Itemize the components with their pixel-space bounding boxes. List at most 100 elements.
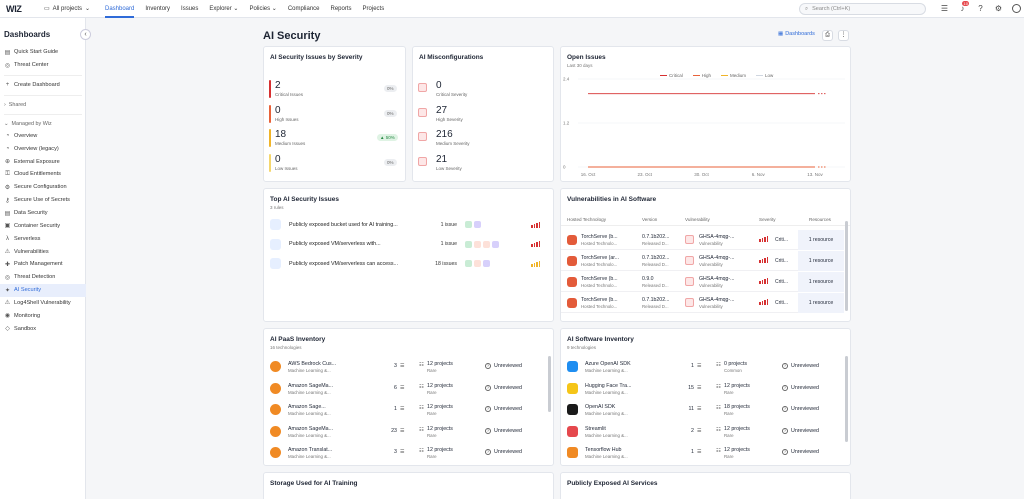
vuln-id[interactable]: GHSA-4mqg-... [699,234,735,240]
help-icon[interactable]: ? [978,4,983,13]
sidebar-item-serverless[interactable]: λ Serverless [0,232,86,245]
managed-group-toggle[interactable]: ⌄ Managed by Wiz [0,118,86,130]
project-selector[interactable]: ▭ All projects ⌄ [44,5,99,13]
wiz-logo[interactable]: WIZ [6,3,22,14]
misconfig-row[interactable]: 21 Low Severity [418,154,538,172]
review-status[interactable]: ? Unreviewed [782,406,819,412]
search-input[interactable]: ⌕ Search (Ctrl+K) [799,3,926,15]
legend-item[interactable]: High [692,73,711,78]
scrollbar[interactable] [548,356,551,412]
col-header[interactable]: Version [642,217,658,222]
nav-projects[interactable]: Projects [362,5,385,12]
sidebar-item-quick-start[interactable]: ▤ Quick Start Guide [0,46,86,59]
list-item[interactable]: Tensorflow Hub Machine Learning &... 1 ☰ ☷ 12… [560,442,840,464]
severity-row[interactable]: 18 Medium Issues ▲ 50% [269,129,399,147]
list-item[interactable]: Amazon SageMa... Machine Learning &... 6 ☰ ☷… [263,378,543,400]
misconfig-row[interactable]: 0 Critical Severity [418,80,538,98]
review-status[interactable]: ? Unreviewed [782,363,819,369]
legend-item[interactable]: Medium [721,73,746,78]
review-status[interactable]: ? Unreviewed [485,449,522,455]
gear-icon[interactable]: ⚙ [994,4,1003,13]
scrollbar[interactable] [845,221,848,311]
table-row[interactable]: TorchServe (ar... Hosted Technolo... 0.7.1… [561,251,844,271]
review-status[interactable]: ? Unreviewed [485,384,522,391]
sidebar-item-data-security[interactable]: ▤ Data Security [0,207,86,220]
list-item[interactable]: Amazon SageMa... Machine Learning &... 23 ☰… [263,421,543,443]
sidebar-item-vulnerabilities[interactable]: ⚠ Vulnerabilities [0,245,86,258]
nav-reports[interactable]: Reports [330,5,352,12]
list-item[interactable]: OpenAI SDK Machine Learning &... 11 ☰ ☷ 18 pr… [560,399,840,421]
severity-row[interactable]: 0 High Issues 0% [269,104,399,123]
legend-item[interactable]: Critical [660,73,683,78]
review-status[interactable]: ? Unreviewed [485,427,522,434]
scrollbar[interactable] [845,356,848,442]
sidebar-item-patch-management[interactable]: ✚ Patch Management [0,258,86,271]
vuln-id[interactable]: GHSA-4mqg-... [699,276,735,282]
review-status[interactable]: ? Unreviewed [782,449,819,455]
severity-bar [764,300,766,305]
sidebar-item-log4shell-vulnerability[interactable]: ⚠ Log4Shell Vulnerability [0,297,86,310]
review-status[interactable]: ? Unreviewed [782,427,819,434]
sidebar-item-secure-use-of-secrets[interactable]: ⚷ Secure Use of Secrets [0,194,86,207]
sidebar-item-sandbox[interactable]: ◇ Sandbox [0,322,86,335]
dashboards-link[interactable]: ▦ Dashboards [778,31,815,37]
list-item[interactable]: AWS Bedrock Cus... Machine Learning &... 3… [263,356,543,378]
sidebar-item-container-security[interactable]: ▣ Container Security [0,219,86,232]
rule-icon [270,219,281,230]
table-row[interactable]: TorchServe (b... Hosted Technolo... 0.7.1b… [561,293,844,313]
col-header[interactable]: Severity [759,217,776,222]
vuln-id[interactable]: GHSA-4mqg-... [699,255,735,261]
list-item[interactable]: Amazon Translat... Machine Learning &... 3… [263,442,543,464]
resource-count[interactable]: 1 resource [798,272,844,292]
print-button[interactable]: ⎙ [822,30,833,41]
sidebar-item-monitoring[interactable]: ◉ Monitoring [0,309,86,322]
vuln-id[interactable]: GHSA-4mqg-... [699,297,735,303]
review-status[interactable]: ? Unreviewed [485,406,522,412]
list-item[interactable]: Azure OpenAI SDK Machine Learning &... 1 ☰ ☷… [560,356,840,378]
misconfig-row[interactable]: 216 Medium Severity [418,129,538,147]
severity-row[interactable]: 2 Critical Issues 0% [269,80,399,98]
list-item[interactable]: Streamlit Machine Learning &... 2 ☰ ☷ 12 proj… [560,421,840,443]
more-options-button[interactable]: ⋮ [838,30,849,41]
vulns-title: Vulnerabilities in AI Software [567,196,657,203]
legend-item[interactable]: Low [756,73,773,78]
severity-label: Criti... [775,300,789,306]
collapse-sidebar-button[interactable]: ‹ [80,29,91,40]
table-row[interactable]: TorchServe (b... Hosted Technolo... 0.9.0 R… [561,272,844,292]
review-status[interactable]: ? Unreviewed [485,363,522,369]
col-header[interactable]: Resources [809,217,831,222]
list-item[interactable]: Hugging Face Tra... Machine Learning &...… [560,378,840,400]
shared-group-toggle[interactable]: › Shared [0,99,86,111]
severity-row[interactable]: 0 Low Issues 0% [269,153,399,172]
list-item[interactable]: Amazon Sage... Machine Learning &... 1 ☰ ☷ 12… [263,399,543,421]
top-issue-row[interactable]: Publicly exposed VM/serverless with... 1 … [270,235,546,254]
sidebar-item-secure-configuration[interactable]: ⚙ Secure Configuration [0,181,86,194]
nav-policies[interactable]: Policies ⌄ [249,5,277,12]
resource-count[interactable]: 1 resource [798,251,844,271]
avatar[interactable] [1012,4,1021,13]
nav-compliance[interactable]: Compliance [287,5,320,12]
nav-inventory[interactable]: Inventory [145,5,171,12]
col-header[interactable]: Hosted Technology [567,217,606,222]
list-icon[interactable]: ☰ [940,4,949,13]
nav-issues[interactable]: Issues [181,5,199,12]
resource-count[interactable]: 1 resource [798,230,844,250]
sidebar-item-ai-security[interactable]: ✦ AI Security [0,283,86,297]
sidebar-item-threat-center[interactable]: ◎ Threat Center [0,59,86,72]
misconfig-row[interactable]: 27 High Severity [418,105,538,123]
sidebar-item-external-exposure[interactable]: ⊕ External Exposure [0,155,86,168]
resource-count[interactable]: 1 resource [798,293,844,313]
table-row[interactable]: TorchServe (b... Hosted Technolo... 0.7.1b… [561,230,844,250]
top-issue-row[interactable]: Publicly exposed bucket used for AI trai… [270,215,546,234]
sidebar-item-threat-detection[interactable]: ◎ Threat Detection [0,271,86,284]
sidebar-item-overview-legacy[interactable]: ◔ Overview (legacy) [0,142,86,155]
nav-dashboard[interactable]: Dashboard [105,0,135,18]
sidebar-item-overview[interactable]: ◔ Overview [0,130,86,143]
sidebar-item-cloud-entitlements[interactable]: ⚿ Cloud Entitlements [0,168,86,181]
top-issue-row[interactable]: Publicly exposed VM/serverless can acces… [270,254,546,273]
review-status[interactable]: ? Unreviewed [782,384,819,391]
bell-icon[interactable]: ♪ 10 [960,1,970,13]
nav-explorer[interactable]: Explorer ⌄ [209,5,239,12]
col-header[interactable]: Vulnerability [685,217,710,222]
create-dashboard-button[interactable]: + Create Dashboard [0,79,86,92]
